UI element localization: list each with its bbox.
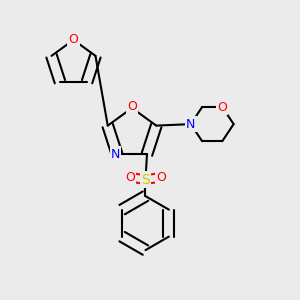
Text: O: O — [125, 171, 135, 184]
Text: N: N — [186, 118, 195, 130]
Text: S: S — [141, 172, 150, 187]
Text: O: O — [69, 33, 78, 46]
Text: N: N — [111, 148, 120, 160]
Text: O: O — [156, 171, 166, 184]
Text: O: O — [217, 100, 227, 113]
Text: O: O — [127, 100, 137, 113]
